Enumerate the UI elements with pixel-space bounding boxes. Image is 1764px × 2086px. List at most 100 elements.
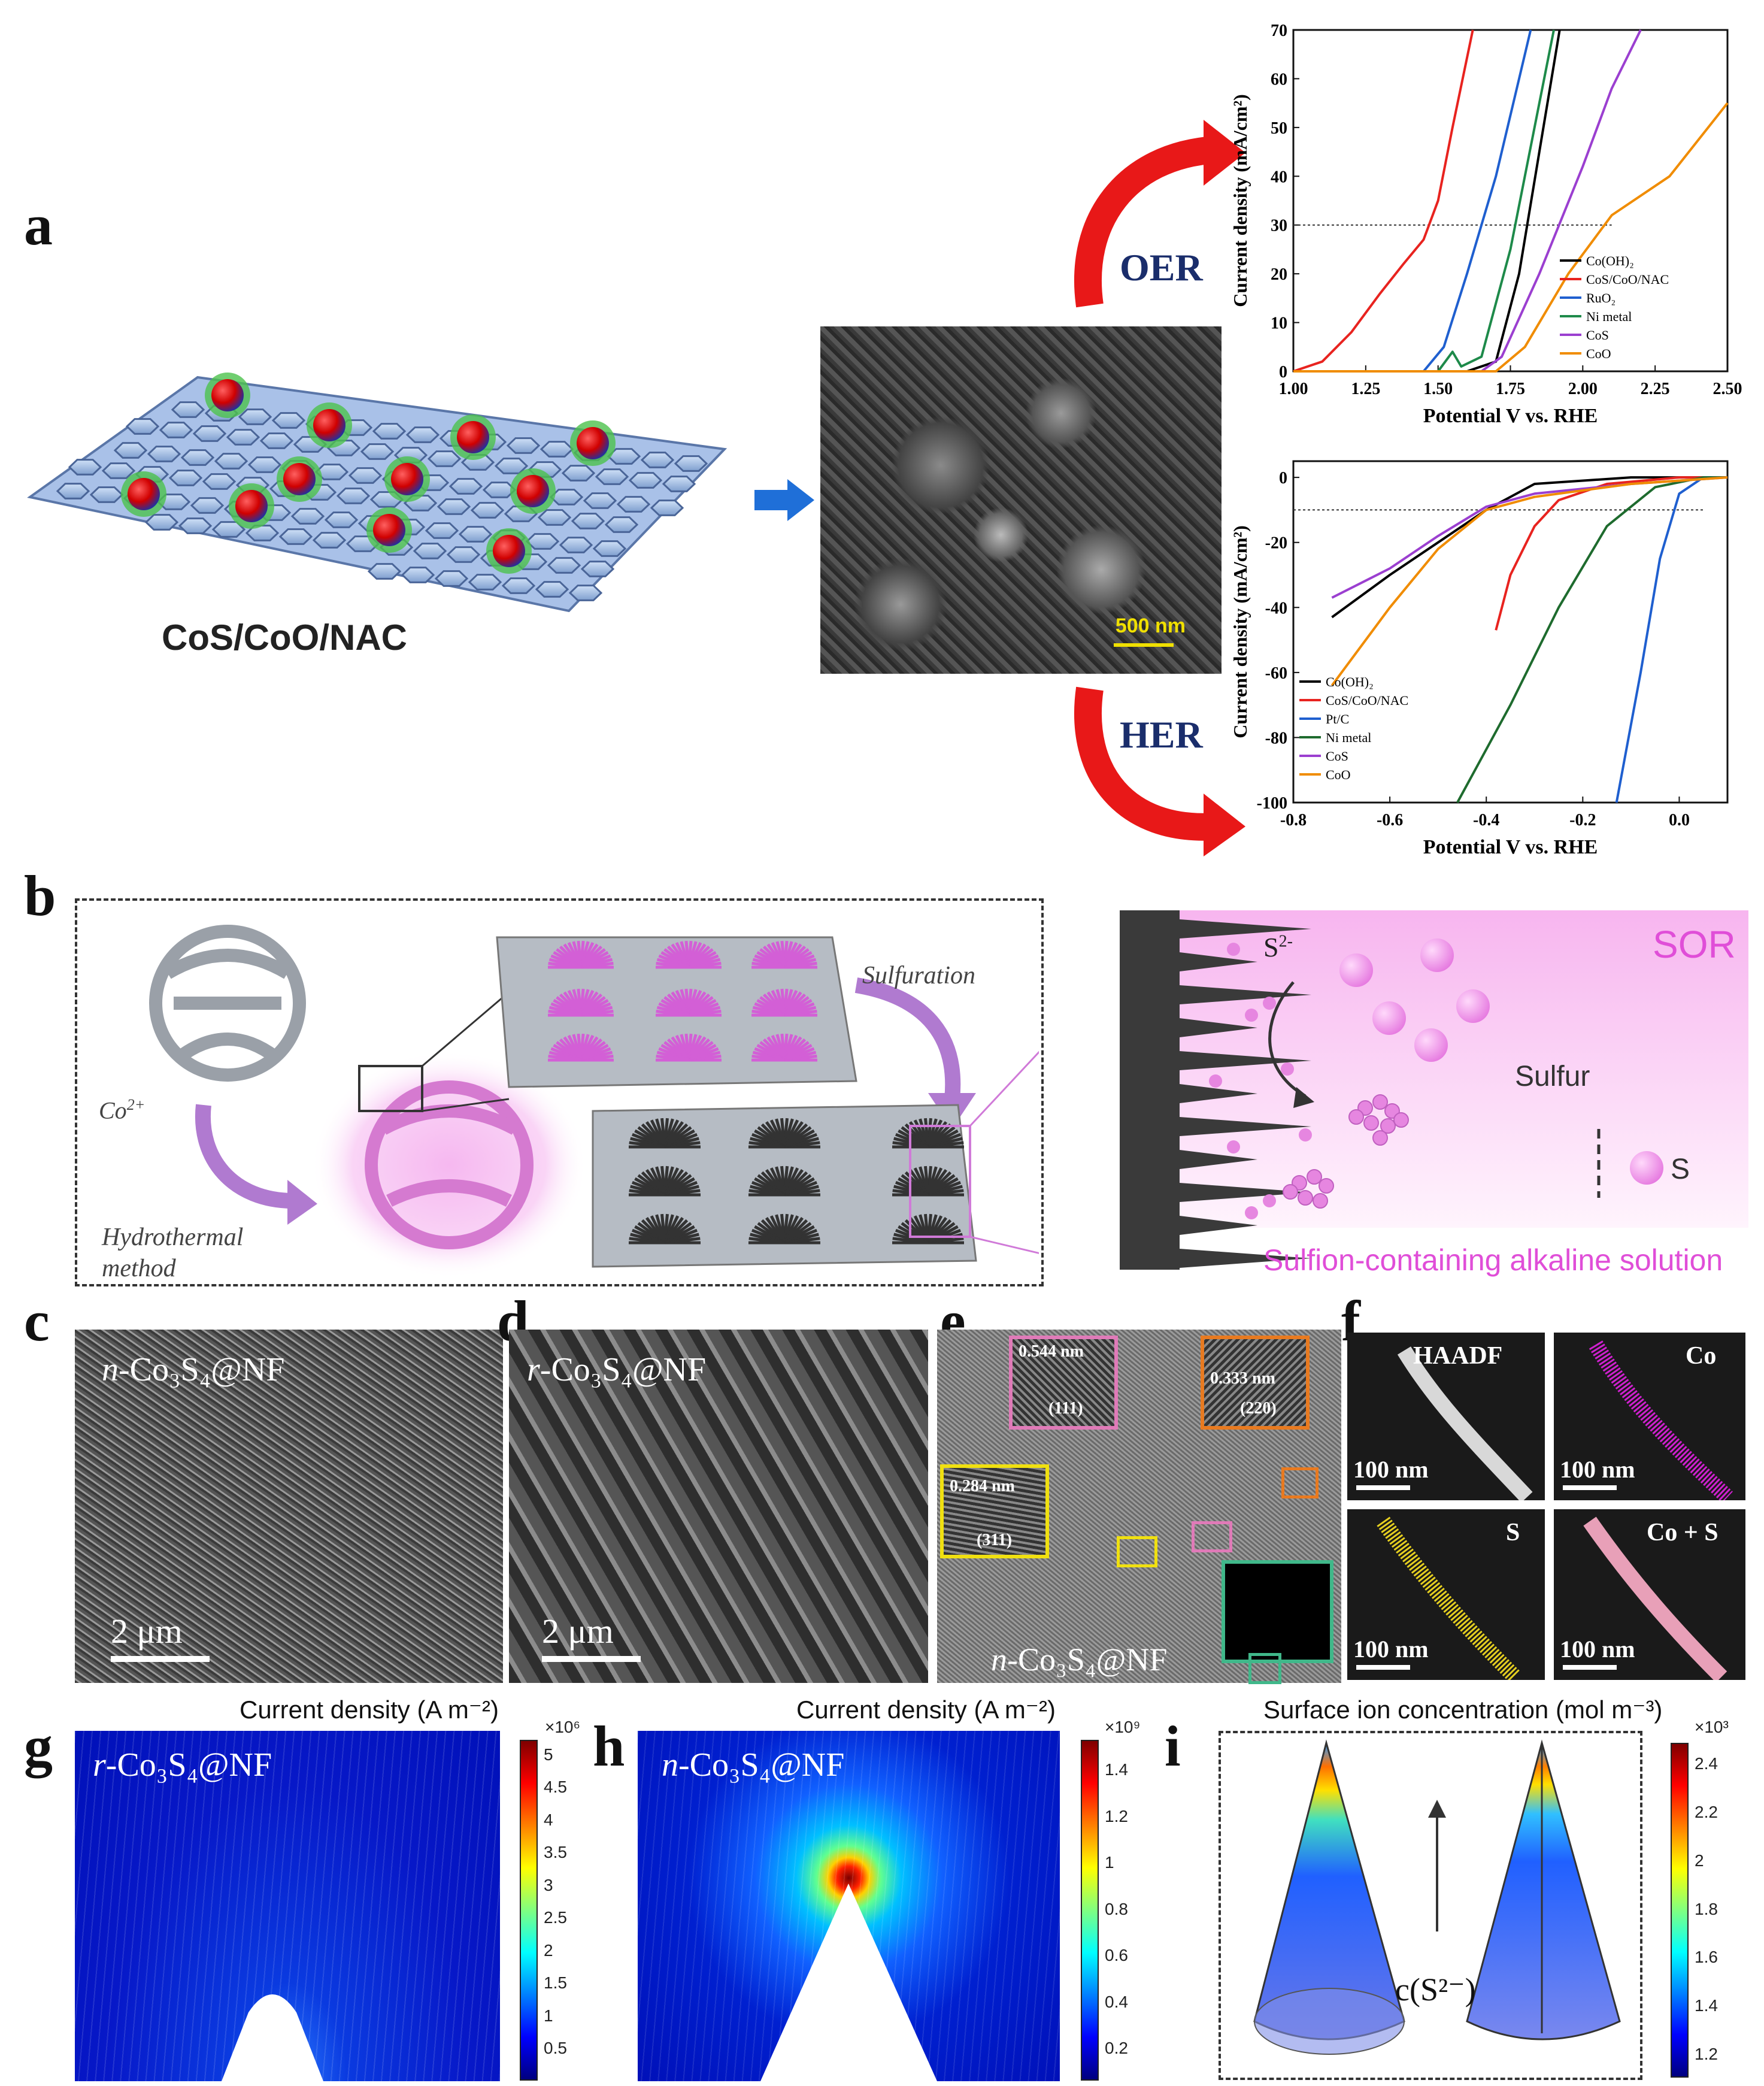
hexagon-cell bbox=[247, 456, 282, 473]
hexagon-cell bbox=[616, 496, 651, 513]
x-axis-label: Potential V vs. RHE bbox=[1423, 836, 1598, 858]
legend-entry: Ni metal bbox=[1326, 730, 1371, 745]
hexagon-cell bbox=[482, 482, 517, 498]
nanoparticle-core bbox=[457, 421, 489, 453]
colorbar-tick-label: 4.5 bbox=[544, 1778, 567, 1797]
x-tick-label: 1.00 bbox=[1279, 380, 1308, 398]
electrode-spike bbox=[1180, 1051, 1311, 1070]
y-tick-label: -40 bbox=[1265, 599, 1287, 617]
hexagon-cell bbox=[159, 422, 193, 438]
x-tick-label: -0.8 bbox=[1280, 811, 1307, 829]
co-ion-label: Co2+ bbox=[99, 1096, 145, 1124]
colorbar-tick-label: 2.2 bbox=[1695, 1802, 1718, 1821]
panel-letter-i: i bbox=[1165, 1714, 1181, 1778]
x-tick-label: 1.75 bbox=[1496, 380, 1525, 398]
y-tick-label: -20 bbox=[1265, 534, 1287, 553]
sulfur-clusters bbox=[1283, 1094, 1409, 1209]
colorbar-tick-label: 0.6 bbox=[1105, 1946, 1128, 1964]
legend-entry: CoS/CoO/NAC bbox=[1326, 693, 1408, 708]
colorbar-tick-label: 1.2 bbox=[1695, 2045, 1718, 2063]
nanoparticle-core bbox=[313, 409, 345, 441]
y-tick-label: -80 bbox=[1265, 729, 1287, 747]
hexagon-cell bbox=[101, 462, 136, 479]
adsorbed-dot bbox=[1281, 1062, 1294, 1076]
s2-ion-label: S2- bbox=[1263, 931, 1293, 963]
hexagon-cell bbox=[448, 478, 483, 495]
material-label: CoS/CoO/NAC bbox=[162, 617, 407, 658]
hexagon-cell bbox=[628, 472, 663, 489]
panel-g-colorbar bbox=[520, 1740, 538, 2081]
panel-d-caption: r-Co₃S₄@NF bbox=[527, 1351, 706, 1389]
colorbar-tick-label: 4 bbox=[544, 1810, 553, 1829]
x-tick-label: -0.2 bbox=[1569, 811, 1596, 829]
legend-entry: Co(OH)₂ bbox=[1326, 674, 1374, 689]
hexagon-cell bbox=[171, 401, 205, 418]
y-tick-label: 70 bbox=[1271, 22, 1287, 40]
s2-ion-spheres bbox=[1339, 938, 1490, 1062]
panel-i-colorbar bbox=[1671, 1743, 1689, 2078]
hexagon-cell bbox=[506, 437, 541, 454]
colorbar-tick-label: 1.4 bbox=[1105, 1760, 1128, 1779]
electrode-spike bbox=[1180, 1018, 1257, 1037]
nanoparticle-core bbox=[373, 514, 405, 546]
synthesis-box bbox=[75, 898, 1044, 1286]
panel-h-formula: -Co₃S₄@NF bbox=[678, 1746, 845, 1784]
nanoparticle-core bbox=[283, 463, 316, 495]
hexagon-cell bbox=[674, 455, 708, 472]
adsorbed-dot bbox=[1299, 1128, 1312, 1142]
hexagon-cell bbox=[640, 452, 675, 468]
hexagon-cell bbox=[278, 528, 313, 545]
panel-g-exponent: ×10⁶ bbox=[545, 1718, 581, 1736]
map-haadf: HAADF 100 nm bbox=[1347, 1333, 1545, 1500]
hexagon-cell bbox=[547, 557, 581, 574]
adsorbed-sulfur-dots bbox=[1209, 943, 1312, 1219]
panel-c-formula: -Co₃S₄@NF bbox=[119, 1351, 285, 1388]
colorbar-tick-label: 1.8 bbox=[1695, 1899, 1718, 1918]
series-line bbox=[1293, 29, 1555, 373]
electrode-spike bbox=[1180, 1216, 1257, 1235]
co-s-scalebar bbox=[1563, 1665, 1617, 1670]
simulation-r-co3s4: r-Co₃S₄@NF bbox=[75, 1731, 500, 2081]
hexagon-cell bbox=[595, 468, 629, 485]
map-co-s: Co + S 100 nm bbox=[1554, 1509, 1745, 1680]
hexagon-cell bbox=[525, 533, 560, 550]
plot-frame bbox=[1292, 460, 1729, 804]
hexagon-cell bbox=[559, 537, 593, 553]
colorbar-tick-label: 3.5 bbox=[544, 1843, 567, 1862]
adsorbed-dot bbox=[1263, 1194, 1276, 1207]
hexagon-cell bbox=[580, 561, 615, 577]
panel-letter-h: h bbox=[593, 1714, 625, 1778]
hexagon-cell bbox=[290, 508, 325, 525]
nickel-foam-icon bbox=[149, 925, 306, 1082]
electrode-spike bbox=[1180, 1117, 1311, 1136]
hexagon-cell bbox=[68, 459, 102, 476]
panel-h-title: Current density (A m⁻²) bbox=[796, 1696, 1056, 1724]
hexagon-cell bbox=[214, 453, 248, 470]
hexagon-cell bbox=[604, 516, 639, 533]
hrtem-image: 0.544 nm (111) 0.333 nm (220) 0.284 nm (… bbox=[937, 1330, 1341, 1684]
legend-entry: CoS bbox=[1586, 328, 1609, 343]
hexagon-cell bbox=[427, 450, 462, 467]
map-co: Co 100 nm bbox=[1554, 1333, 1745, 1500]
hexagon-cell bbox=[501, 577, 536, 594]
hexagon-cell bbox=[468, 574, 502, 591]
d-spacing-311: 0.284 nm bbox=[950, 1477, 1015, 1495]
panel-c-scalebar bbox=[111, 1656, 210, 1662]
inset-111: 0.544 nm (111) bbox=[1009, 1336, 1118, 1430]
inset-220: 0.333 nm (220) bbox=[1201, 1336, 1310, 1430]
graphene-sheet-illustration bbox=[27, 373, 728, 613]
hexagon-cell bbox=[592, 540, 627, 557]
panel-d-scalebar-label: 2 μm bbox=[542, 1612, 614, 1651]
co-ion-charge: 2+ bbox=[126, 1096, 146, 1113]
series-line bbox=[1495, 476, 1727, 631]
hkl-220: (220) bbox=[1240, 1399, 1277, 1418]
map-s: S 100 nm bbox=[1347, 1509, 1545, 1680]
x-axis-label: Potential V vs. RHE bbox=[1423, 405, 1598, 427]
plot-frame bbox=[1292, 29, 1729, 373]
panel-c-caption: n-Co₃S₄@NF bbox=[102, 1351, 284, 1389]
y-tick-label: 40 bbox=[1271, 168, 1287, 186]
sem-scalebar bbox=[1114, 643, 1174, 647]
series-line bbox=[1293, 29, 1474, 373]
nanoparticle-core bbox=[235, 490, 268, 522]
fft-inset bbox=[1222, 1560, 1333, 1663]
